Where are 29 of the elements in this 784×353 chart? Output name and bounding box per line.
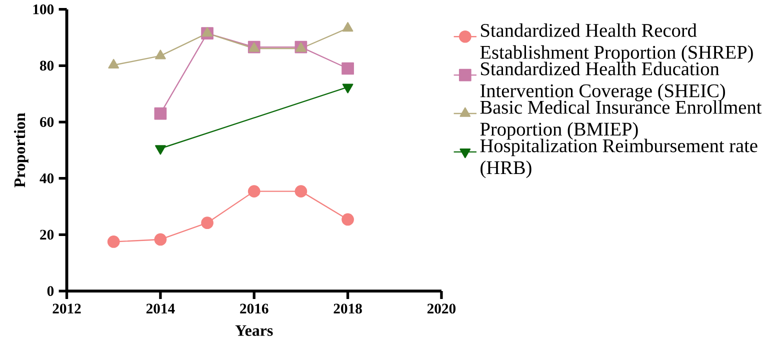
y-tick-label: 40 <box>40 174 54 184</box>
x-tick-label: 2020 <box>427 304 456 314</box>
x-tick-label: 2012 <box>52 304 81 314</box>
legend-label: Standardized Health Record Establishment Proportion (SHREP) <box>480 23 753 63</box>
point <box>202 27 213 37</box>
point <box>201 216 214 230</box>
point <box>155 50 166 60</box>
legend-label: Standardized Health Education Intervention Coverage (SHEIC) <box>480 62 725 102</box>
x-tick-label: 2016 <box>240 304 268 314</box>
point <box>342 213 354 226</box>
y-tick-label: 0 <box>47 286 54 296</box>
y-tick-label: 60 <box>40 117 54 128</box>
y-tick-label: 20 <box>40 230 54 240</box>
legend-label: Basic Medical Insurance Enrollment Proportion (BMIEP) <box>480 100 762 140</box>
point <box>107 236 120 248</box>
x-tick-label: 2014 <box>146 304 175 314</box>
point <box>108 59 120 69</box>
legend-label: Hospitalization Reimbursement rate (HRB) <box>480 138 758 178</box>
point <box>248 185 260 198</box>
x-axis-title: Years <box>235 325 273 336</box>
point <box>154 107 167 120</box>
point <box>342 22 354 32</box>
point <box>342 62 354 75</box>
y-tick-label: 80 <box>40 60 54 71</box>
point <box>294 185 308 198</box>
point <box>154 233 167 246</box>
x-tick-label: 2018 <box>334 304 362 314</box>
y-axis-title: Proportion <box>14 113 28 188</box>
y-tick-label: 100 <box>33 4 54 14</box>
